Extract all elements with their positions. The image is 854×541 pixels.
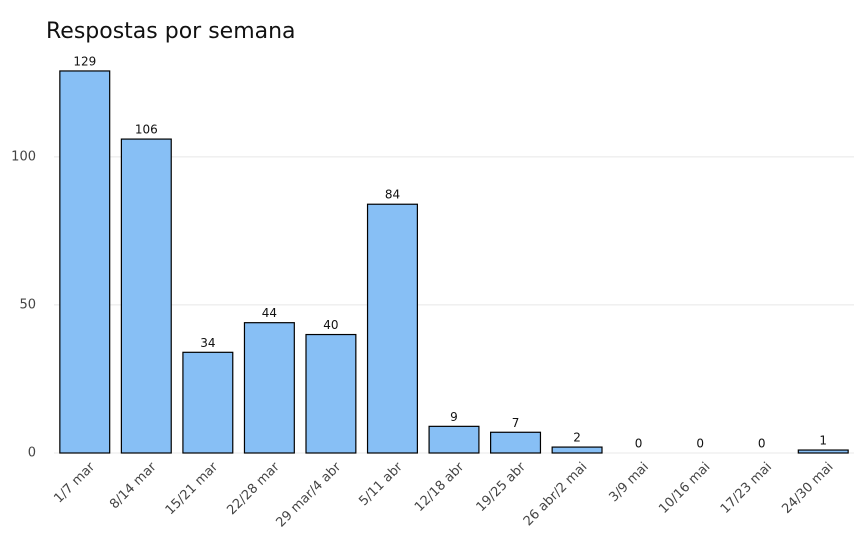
bar xyxy=(120,138,172,454)
x-tick-label: 29 mar/4 abr xyxy=(274,459,345,530)
value-label: 2 xyxy=(573,431,581,445)
value-label: 44 xyxy=(262,306,277,320)
y-tick-label: 50 xyxy=(19,297,36,312)
x-tick-label: 26 abr/2 mai xyxy=(521,460,590,529)
value-label: 9 xyxy=(450,410,458,424)
x-tick-label: 3/9 mai xyxy=(606,460,651,505)
x-tick-label: 22/28 mar xyxy=(224,459,283,518)
value-label: 0 xyxy=(696,437,704,451)
x-tick-label: 24/30 mai xyxy=(779,460,836,517)
x-tick-label: 10/16 mai xyxy=(656,460,713,517)
value-label: 34 xyxy=(200,336,215,350)
bar xyxy=(59,70,111,454)
value-label: 7 xyxy=(512,416,520,430)
value-label: 84 xyxy=(385,188,400,202)
bar xyxy=(551,446,603,454)
value-label: 40 xyxy=(323,318,338,332)
x-tick-label: 12/18 abr xyxy=(412,459,468,515)
bar xyxy=(490,431,542,454)
x-tick-label: 19/25 abr xyxy=(474,459,530,515)
x-tick-label: 5/11 abr xyxy=(356,459,406,509)
y-tick-label: 0 xyxy=(28,446,36,461)
bar xyxy=(305,333,357,454)
x-tick-label: 17/23 mai xyxy=(718,460,775,517)
value-label: 106 xyxy=(135,123,158,137)
x-tick-label: 1/7 mar xyxy=(51,459,98,506)
value-label: 1 xyxy=(819,434,827,448)
x-tick-label: 15/21 mar xyxy=(163,459,222,518)
x-tick-label: 8/14 mar xyxy=(107,459,160,512)
chart-title: Respostas por semana xyxy=(46,19,296,44)
value-label: 0 xyxy=(635,437,643,451)
y-tick-label: 100 xyxy=(11,149,36,164)
bar xyxy=(182,351,234,454)
bar xyxy=(366,203,418,454)
bar xyxy=(797,449,849,454)
bar xyxy=(428,425,480,454)
value-label: 0 xyxy=(758,437,766,451)
bar xyxy=(243,322,295,454)
value-label: 129 xyxy=(73,54,96,68)
